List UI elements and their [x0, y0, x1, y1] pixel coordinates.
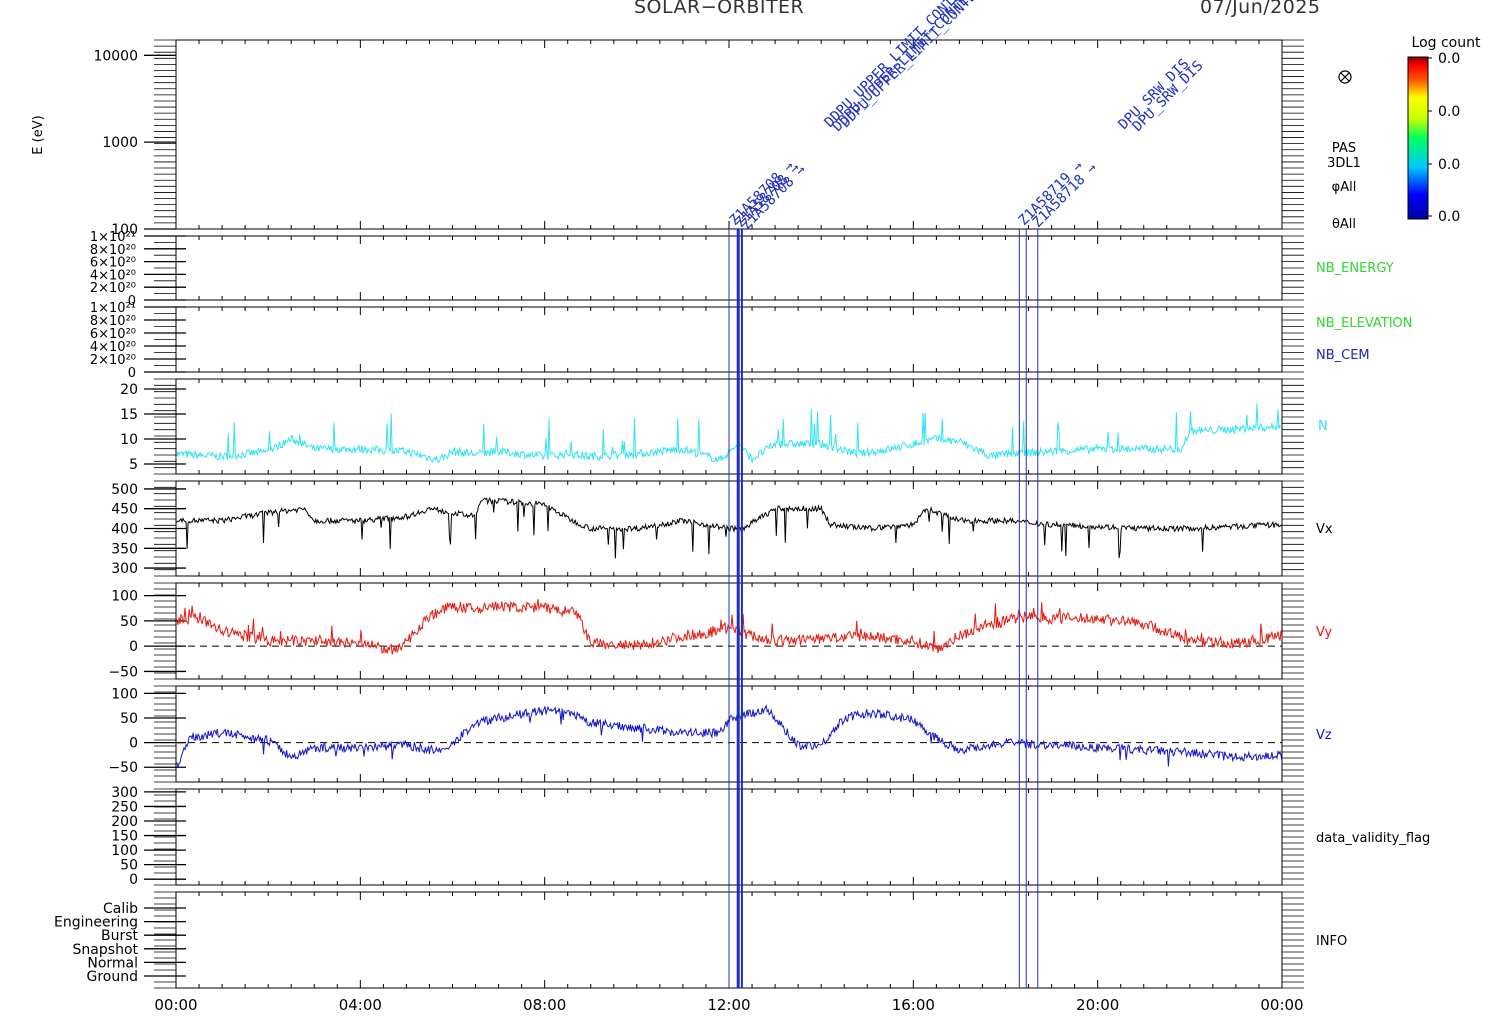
series-label-data-validity-flag: data_validity_flag — [1316, 831, 1430, 846]
y-tick-label-density: 15 — [120, 407, 138, 423]
series-label-N: N — [1318, 419, 1328, 434]
y-tick-label-vx: 400 — [111, 522, 138, 538]
y-tick-label-validity: 250 — [111, 799, 138, 815]
y-axis-label-energy: E (eV) — [31, 115, 46, 154]
spectrogram-right-label: PAS — [1332, 141, 1356, 156]
date-title: 07/Jun/2025 — [1200, 0, 1321, 18]
y-tick-label-validity: 50 — [120, 858, 138, 874]
y-tick-label-validity: 150 — [111, 829, 138, 845]
y-tick-label-density: 5 — [129, 457, 138, 473]
y-tick-label-nb-elevation: 0 — [128, 366, 136, 381]
crossed-circle-icon-cross — [1340, 72, 1350, 82]
y-tick-label-vy: 100 — [111, 589, 138, 605]
colorbar-tick-label: 0.0 — [1438, 104, 1460, 120]
x-tick-label: 20:00 — [1076, 996, 1119, 1014]
x-tick-label: 04:00 — [339, 996, 382, 1014]
spectrogram-right-label: 3DL1 — [1327, 156, 1361, 171]
mission-title: SOLAR−ORBITER — [634, 0, 805, 18]
panel-frame-spectrogram — [175, 39, 1283, 230]
y-tick-label-vx: 450 — [111, 502, 138, 518]
colorbar-tick-label: 0.0 — [1438, 209, 1460, 225]
y-tick-label-nb-energy: 0 — [128, 294, 136, 309]
y-tick-label-density: 10 — [120, 432, 138, 448]
y-tick-label-nb-elevation: 1×10²¹ — [90, 301, 136, 316]
y-tick-label-validity: 200 — [111, 814, 138, 830]
y-tick-label-validity: 0 — [129, 872, 138, 888]
y-tick-label-spectrogram: 10000 — [93, 48, 138, 64]
x-tick-label: 12:00 — [707, 996, 750, 1014]
x-tick-label: 08:00 — [523, 996, 566, 1014]
series-label-Vz: Vz — [1316, 728, 1332, 743]
y-tick-label-vy: −50 — [108, 664, 138, 680]
info-category-label: Snapshot — [73, 942, 139, 958]
y-tick-label-nb-energy: 4×10²⁰ — [90, 268, 136, 283]
y-tick-label-nb-energy: 1×10²¹ — [90, 230, 136, 245]
series-label-NB_ENERGY: NB_ENERGY — [1316, 261, 1394, 276]
x-tick-label: 00:00 — [154, 996, 197, 1014]
y-tick-label-vy: 50 — [120, 614, 138, 630]
info-category-label: Burst — [101, 928, 139, 944]
y-tick-label-spectrogram: 100 — [111, 222, 138, 238]
y-tick-label-nb-elevation: 2×10²⁰ — [90, 353, 136, 368]
series-label-Vy: Vy — [1316, 625, 1333, 640]
y-tick-label-vx: 500 — [111, 482, 138, 498]
spectrogram-right-label: θAll — [1332, 217, 1356, 232]
y-tick-label-vx: 350 — [111, 541, 138, 557]
x-tick-label: 00:00 — [1260, 996, 1303, 1014]
x-tick-label: 16:00 — [892, 996, 935, 1014]
colorbar-title: Log count — [1412, 35, 1481, 51]
info-category-label: Calib — [103, 901, 138, 917]
y-tick-label-vz: 50 — [120, 711, 138, 727]
info-category-label: Ground — [87, 969, 139, 985]
series-label-NB_CEM: NB_CEM — [1316, 348, 1370, 363]
crossed-circle-icon — [1338, 70, 1352, 84]
y-tick-label-vz: 0 — [129, 736, 138, 752]
y-tick-label-nb-elevation: 6×10²⁰ — [90, 327, 136, 342]
colorbar — [1407, 56, 1429, 220]
info-category-label: Normal — [87, 955, 138, 971]
spectrogram-right-label: φAll — [1332, 180, 1357, 195]
y-tick-label-vx: 300 — [111, 561, 138, 577]
y-tick-label-validity: 300 — [111, 785, 138, 801]
y-tick-label-spectrogram: 1000 — [102, 135, 138, 151]
series-label-INFO: INFO — [1316, 934, 1347, 949]
y-tick-label-vz: −50 — [108, 760, 138, 776]
y-tick-label-vy: 0 — [129, 639, 138, 655]
y-tick-label-nb-energy: 2×10²⁰ — [90, 281, 136, 296]
y-tick-label-nb-elevation: 4×10²⁰ — [90, 340, 136, 355]
series-label-NB_ELEVATION: NB_ELEVATION — [1316, 316, 1413, 331]
info-category-label: Engineering — [54, 915, 138, 931]
y-tick-label-nb-energy: 6×10²⁰ — [90, 256, 136, 271]
y-tick-label-nb-energy: 8×10²⁰ — [90, 243, 136, 258]
y-tick-label-nb-elevation: 8×10²⁰ — [90, 314, 136, 329]
y-tick-label-validity: 100 — [111, 843, 138, 859]
y-tick-label-vz: 100 — [111, 686, 138, 702]
y-tick-label-density: 20 — [120, 382, 138, 398]
colorbar-tick-label: 0.0 — [1438, 51, 1460, 67]
series-label-Vx: Vx — [1316, 522, 1333, 537]
colorbar-tick-label: 0.0 — [1438, 157, 1460, 173]
